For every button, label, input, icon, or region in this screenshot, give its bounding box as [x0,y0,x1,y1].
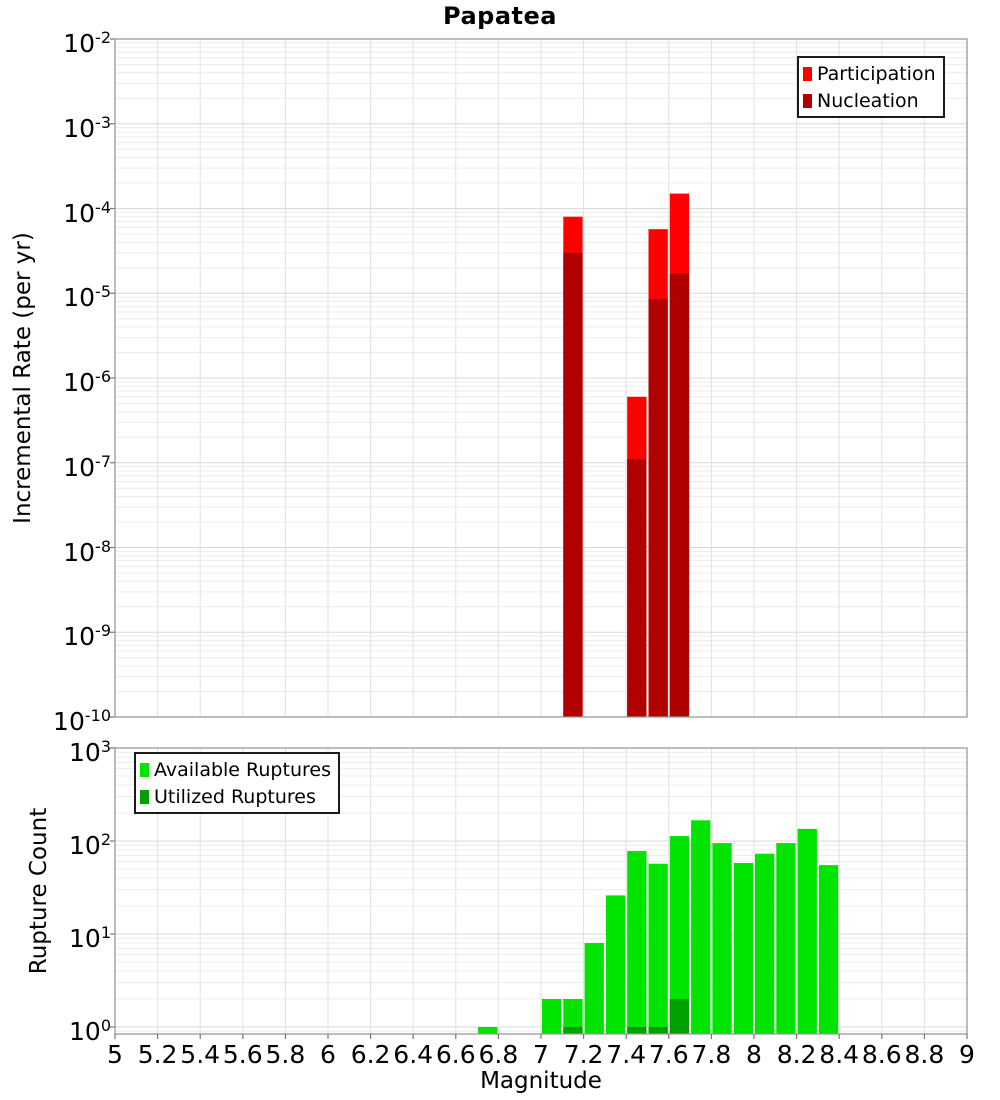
legend-item-nucleation: Nucleation [803,87,936,114]
bar-nucleation-7.4 [627,459,647,717]
bar-available-ruptures-7.3 [605,895,626,1034]
x-tick-label: 8 [746,1040,762,1069]
x-tick-label: 7.2 [563,1040,604,1069]
x-tick-label: 6.6 [435,1040,476,1069]
top-panel-y-tick-label: 10-8 [63,536,111,567]
x-tick-label: 8.2 [776,1040,817,1069]
top-panel-y-tick-label: 10-7 [63,451,111,482]
legend-label: Participation [817,62,936,85]
bar-utilized-ruptures-7.1 [563,1027,583,1034]
legend-label: Nucleation [817,89,919,112]
top-panel-y-tick-label: 10-4 [63,197,111,228]
bar-available-ruptures-8.3 [818,865,839,1034]
bottom-panel-y-tick-label: 103 [69,737,111,767]
legend-top-panel: Participation Nucleation [797,56,945,118]
legend-bottom-panel: Available Ruptures Utilized Ruptures [134,752,340,814]
chart-title: Papatea [443,2,557,30]
bar-available-ruptures-6.7 [478,1027,498,1034]
bar-nucleation-7.6 [669,273,690,717]
x-axis-label: Magnitude [480,1068,602,1094]
bar-nucleation-7.5 [648,299,668,717]
bar-available-ruptures-8.1 [776,843,796,1034]
available-ruptures-swatch-icon [140,762,149,777]
x-tick-label: 6.4 [393,1040,434,1069]
legend-item-available-ruptures: Available Ruptures [140,756,331,783]
legend-item-utilized-ruptures: Utilized Ruptures [140,783,331,810]
top-panel-y-tick-label: 10-3 [63,112,111,143]
bar-available-ruptures-7.4 [627,851,647,1034]
x-tick-label: 8.6 [861,1040,902,1069]
top-panel-y-tick-label: 10-9 [63,621,111,652]
series-available-ruptures [478,820,839,1034]
bottom-y-axis-label: Rupture Count [26,807,52,975]
x-tick-label: 5.4 [180,1040,221,1069]
bar-available-ruptures-7.1 [563,999,583,1034]
x-tick-label: 6.8 [478,1040,519,1069]
bar-utilized-ruptures-7.5 [648,1027,668,1034]
bottom-panel-y-tick-label: 101 [69,923,111,953]
bar-available-ruptures-7.8 [712,843,732,1034]
bar-available-ruptures-7.5 [648,863,668,1034]
bar-available-ruptures-7 [542,999,562,1034]
bar-available-ruptures-7.2 [584,943,604,1034]
x-tick-label: 6 [320,1040,336,1069]
x-tick-label: 5 [107,1040,123,1069]
x-tick-label: 9 [959,1040,975,1069]
x-tick-label: 7.4 [606,1040,647,1069]
top-panel-y-tick-label: 10-5 [63,282,111,313]
top-panel-y-tick-label: 10-10 [53,706,111,736]
top-y-axis-label: Incremental Rate (per yr) [10,232,36,524]
x-tick-label: 7.8 [691,1040,732,1069]
x-tick-label: 5.2 [137,1040,178,1069]
nucleation-swatch-icon [803,93,812,108]
plot-border [114,38,968,718]
bar-available-ruptures-7.7 [691,820,711,1034]
legend-label: Available Ruptures [154,758,331,781]
x-tick-label: 5.8 [265,1040,306,1069]
bar-available-ruptures-8.2 [797,828,817,1034]
x-tick-label: 6.2 [350,1040,391,1069]
bar-utilized-ruptures-7.6 [669,999,690,1034]
x-tick-label: 8.8 [904,1040,945,1069]
series-utilized-ruptures [563,999,690,1034]
participation-swatch-icon [803,66,812,81]
bottom-panel-y-tick-label: 102 [69,830,111,860]
bar-nucleation-7.1 [563,252,583,718]
utilized-ruptures-swatch-icon [140,789,149,804]
series-nucleation [563,252,690,718]
x-tick-label: 7 [533,1040,549,1069]
top-panel-y-tick-label: 10-2 [63,28,111,58]
bar-available-ruptures-7.6 [669,836,690,1034]
x-tick-label: 8.4 [819,1040,860,1069]
legend-item-participation: Participation [803,60,936,87]
bottom-panel-y-tick-label: 100 [69,1016,111,1046]
legend-label: Utilized Ruptures [154,785,316,808]
x-tick-label: 5.6 [222,1040,263,1069]
bar-available-ruptures-7.9 [733,863,753,1034]
bar-utilized-ruptures-7.4 [627,1027,647,1034]
plot-panel [110,38,967,718]
bar-available-ruptures-8 [755,853,775,1034]
x-tick-label: 7.6 [648,1040,689,1069]
top-panel-y-tick-label: 10-6 [63,367,111,397]
